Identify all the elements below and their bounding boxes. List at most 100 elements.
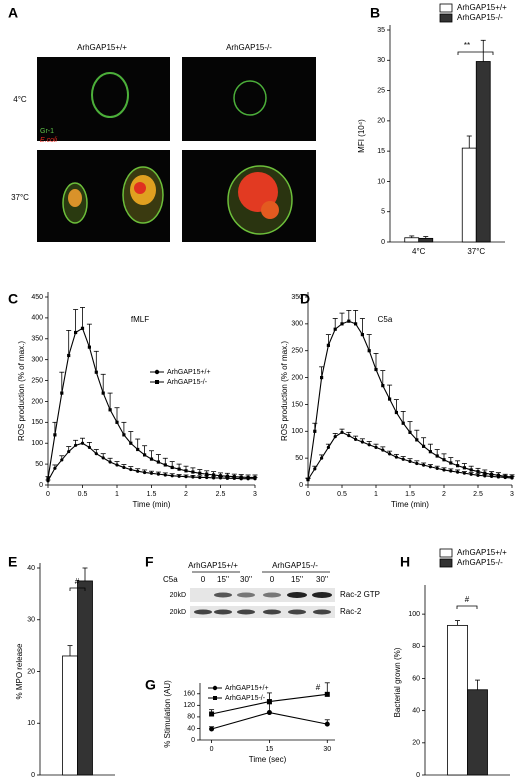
data-point: [170, 465, 174, 470]
bar: [447, 624, 468, 776]
data-point: [266, 710, 272, 716]
y-tick-label: 100: [291, 428, 303, 435]
data-point: [347, 433, 351, 438]
data-point: [218, 474, 223, 478]
data-point: [360, 333, 364, 337]
panel-letter: E: [8, 554, 17, 570]
data-point: [246, 475, 250, 480]
data-point: [449, 461, 453, 465]
x-axis-label: Time (min): [391, 500, 429, 509]
data-point: [510, 475, 514, 479]
data-point: [239, 475, 243, 479]
data-point: [428, 450, 432, 454]
data-point: [476, 473, 480, 477]
panel-letter: B: [370, 5, 380, 21]
y-tick-label: 60: [412, 675, 420, 682]
data-point: [374, 367, 378, 372]
data-point: [415, 461, 419, 466]
data-point: [80, 326, 85, 330]
data-point: [340, 430, 344, 434]
data-point: [462, 471, 466, 475]
y-tick-label: 40: [27, 565, 35, 572]
y-tick-label: 150: [31, 419, 43, 426]
x-axis-label: Time (min): [133, 500, 171, 509]
y-tick-label: 40: [412, 707, 420, 714]
y-tick-label: 200: [31, 398, 43, 405]
y-tick-label: 15: [377, 148, 385, 155]
lane-label: 15'': [217, 575, 229, 584]
data-point: [442, 458, 446, 462]
y-tick-label: 160: [183, 691, 195, 698]
y-tick-label: 0: [31, 772, 35, 779]
x-tick-label: 0.5: [337, 491, 347, 498]
bar: [467, 689, 488, 776]
stain-label: Gr-1: [40, 128, 54, 135]
data-point: [320, 456, 324, 460]
y-tick-label: 0: [416, 772, 420, 779]
y-tick-label: 80: [187, 714, 195, 721]
y-tick-label: 20: [27, 668, 35, 675]
y-tick-label: 200: [291, 374, 303, 381]
data-point: [456, 464, 460, 468]
data-point: [87, 445, 91, 449]
stain-label: E.coli: [40, 137, 58, 144]
lane-label: 0: [201, 575, 206, 584]
data-point: [209, 726, 215, 732]
data-point: [212, 476, 216, 480]
x-tick-label: 1.5: [405, 491, 415, 498]
cell: [233, 80, 267, 116]
panel-letter: F: [145, 554, 154, 570]
blot-strip: [190, 606, 335, 618]
data-point: [313, 467, 317, 471]
legend-label: ArhGAP15+/+: [457, 3, 507, 12]
data-point: [456, 470, 460, 474]
x-tick-label: 0: [46, 491, 50, 498]
y-tick-label: 35: [377, 27, 385, 34]
data-point: [394, 455, 398, 459]
y-tick-label: 30: [27, 617, 35, 624]
data-point: [115, 463, 119, 467]
data-point: [324, 721, 330, 727]
data-point: [367, 443, 371, 447]
y-tick-label: 300: [291, 321, 303, 328]
legend-label: ArhGAP15-/-: [167, 379, 208, 386]
data-point: [191, 475, 195, 479]
y-axis-label: ROS production (% of max.): [280, 341, 289, 441]
data-point: [347, 319, 351, 323]
bacteria: [68, 189, 82, 207]
y-axis-label: Bacterial grown (%): [393, 647, 402, 717]
x-tick-label: 2: [184, 491, 188, 498]
data-point: [205, 472, 209, 476]
data-point: [143, 453, 147, 457]
column-label: ArhGAP15+/+: [77, 43, 127, 52]
series-line: [47, 442, 255, 482]
data-point: [101, 391, 105, 395]
y-axis-label: ROS production (% of max.): [17, 341, 26, 441]
legend-swatch: [439, 558, 453, 568]
group-label: ArhGAP15-/-: [272, 561, 318, 570]
x-tick-label: 3: [510, 491, 514, 498]
bar: [475, 61, 491, 243]
legend-marker: [212, 685, 218, 691]
data-point: [101, 456, 105, 460]
y-axis-label: % MPO release: [15, 643, 24, 700]
data-point: [108, 460, 112, 464]
y-tick-label: 450: [31, 294, 43, 301]
band: [214, 609, 232, 615]
annotation: C5a: [378, 315, 393, 324]
band-label: Rac-2: [340, 607, 362, 616]
data-point: [129, 467, 133, 472]
data-point: [354, 322, 358, 326]
band: [288, 609, 306, 615]
data-point: [94, 370, 98, 374]
bacteria: [261, 201, 279, 219]
legend-swatch: [439, 548, 453, 558]
x-tick-label: 1.5: [147, 491, 157, 498]
data-point: [209, 711, 215, 717]
data-point: [381, 384, 385, 388]
data-point: [46, 477, 50, 481]
y-tick-label: 10: [27, 720, 35, 727]
y-tick-label: 0: [191, 737, 195, 744]
legend-label: ArhGAP15+/+: [457, 548, 507, 557]
data-point: [367, 349, 371, 353]
